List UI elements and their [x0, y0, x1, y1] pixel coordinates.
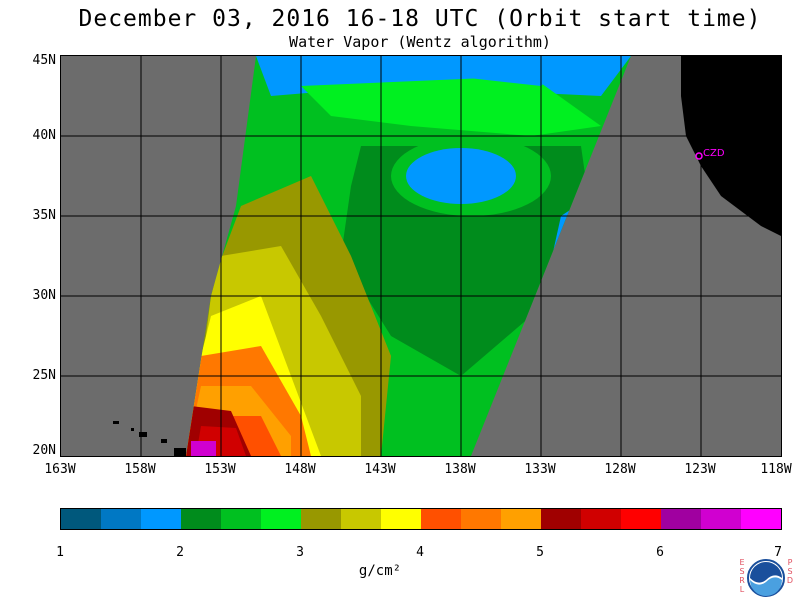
colorbar-swatch [141, 509, 181, 529]
lon-label-143w: 143W [364, 462, 396, 477]
station-label: CZD [703, 148, 725, 159]
noaa-badge-icon [747, 559, 785, 597]
colorbar-label-2: 2 [176, 545, 184, 560]
lon-label-148w: 148W [284, 462, 316, 477]
colorbar-swatch [501, 509, 541, 529]
lat-label-45n: 45N [32, 53, 56, 68]
water-vapor-field: CZD [61, 56, 781, 456]
lon-label-158w: 158W [124, 462, 156, 477]
lat-label-40n: 40N [32, 128, 56, 143]
lon-label-133w: 133W [524, 462, 556, 477]
station-marker [695, 152, 703, 160]
colorbar-swatch [61, 509, 101, 529]
map-subtitle: Water Vapor (Wentz algorithm) [289, 33, 551, 51]
hawaii-islands [113, 421, 186, 456]
colorbar-swatch [301, 509, 341, 529]
colorbar-swatch [541, 509, 581, 529]
colorbar-swatch [461, 509, 501, 529]
map-grid [61, 56, 781, 456]
colorbar-swatch [661, 509, 701, 529]
lat-label-20n: 20N [32, 443, 56, 458]
colorbar-swatch [581, 509, 621, 529]
colorbar-swatch [381, 509, 421, 529]
colorbar-swatch [221, 509, 261, 529]
lat-label-35n: 35N [32, 208, 56, 223]
colorbar-swatch [341, 509, 381, 529]
lat-label-25n: 25N [32, 368, 56, 383]
lon-label-118w: 118W [760, 462, 792, 477]
colorbar-swatch [261, 509, 301, 529]
lon-label-123w: 123W [684, 462, 716, 477]
colorbar-label-7: 7 [774, 545, 782, 560]
colorbar [60, 508, 782, 530]
colorbar-units: g/cm² [358, 563, 402, 579]
colorbar-label-5: 5 [536, 545, 544, 560]
colorbar-swatch [741, 509, 781, 529]
colorbar-swatch [701, 509, 741, 529]
map-title: December 03, 2016 16-18 UTC (Orbit start… [78, 6, 762, 32]
colorbar-swatch [101, 509, 141, 529]
lon-label-163w: 163W [44, 462, 76, 477]
water-vapor-map: CZD [60, 55, 782, 457]
lat-label-30n: 30N [32, 288, 56, 303]
lon-label-138w: 138W [444, 462, 476, 477]
colorbar-label-3: 3 [296, 545, 304, 560]
lon-label-153w: 153W [204, 462, 236, 477]
colorbar-label-1: 1 [56, 545, 64, 560]
colorbar-swatch [421, 509, 461, 529]
colorbar-swatch [181, 509, 221, 529]
colorbar-label-6: 6 [656, 545, 664, 560]
lon-label-128w: 128W [604, 462, 636, 477]
colorbar-swatch [621, 509, 661, 529]
colorbar-label-4: 4 [416, 545, 424, 560]
